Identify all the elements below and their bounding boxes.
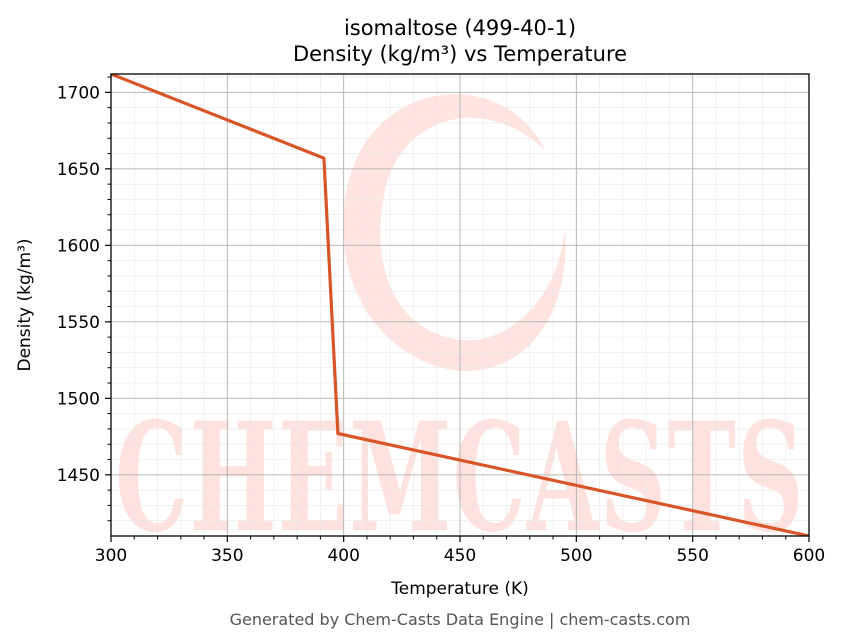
chart-title: isomaltose (499-40-1) <box>344 16 576 40</box>
watermark-text: CHEMCASTS <box>115 390 805 566</box>
major-grid <box>111 74 809 536</box>
y-tick-label: 1450 <box>57 466 100 486</box>
x-tick-label: 400 <box>327 546 359 566</box>
y-tick-label: 1700 <box>57 83 100 103</box>
footer-credit: Generated by Chem-Casts Data Engine | ch… <box>230 610 691 629</box>
y-tick-label: 1600 <box>57 236 100 256</box>
y-tick-label: 1550 <box>57 313 100 333</box>
chart-subtitle: Density (kg/m³) vs Temperature <box>293 42 627 66</box>
axis-ticks: 300 350 400 450 500 550 600 1450 1500 1550 1600 165… <box>57 76 825 566</box>
x-tick-label: 450 <box>444 546 476 566</box>
y-axis-label: Density (kg/m³) <box>15 238 35 371</box>
x-tick-label: 350 <box>211 546 243 566</box>
x-tick-label: 600 <box>793 546 825 566</box>
x-tick-label: 550 <box>676 546 708 566</box>
density-series-line <box>111 74 809 536</box>
chemcasts-swirl-logo <box>343 94 566 372</box>
y-tick-label: 1650 <box>57 160 100 180</box>
x-tick-label: 500 <box>560 546 592 566</box>
chemcasts-watermark: CHEMCASTS <box>115 94 805 566</box>
series-group <box>111 74 809 536</box>
x-tick-label: 300 <box>95 546 127 566</box>
x-axis-label: Temperature (K) <box>390 579 529 599</box>
y-tick-label: 1500 <box>57 389 100 409</box>
